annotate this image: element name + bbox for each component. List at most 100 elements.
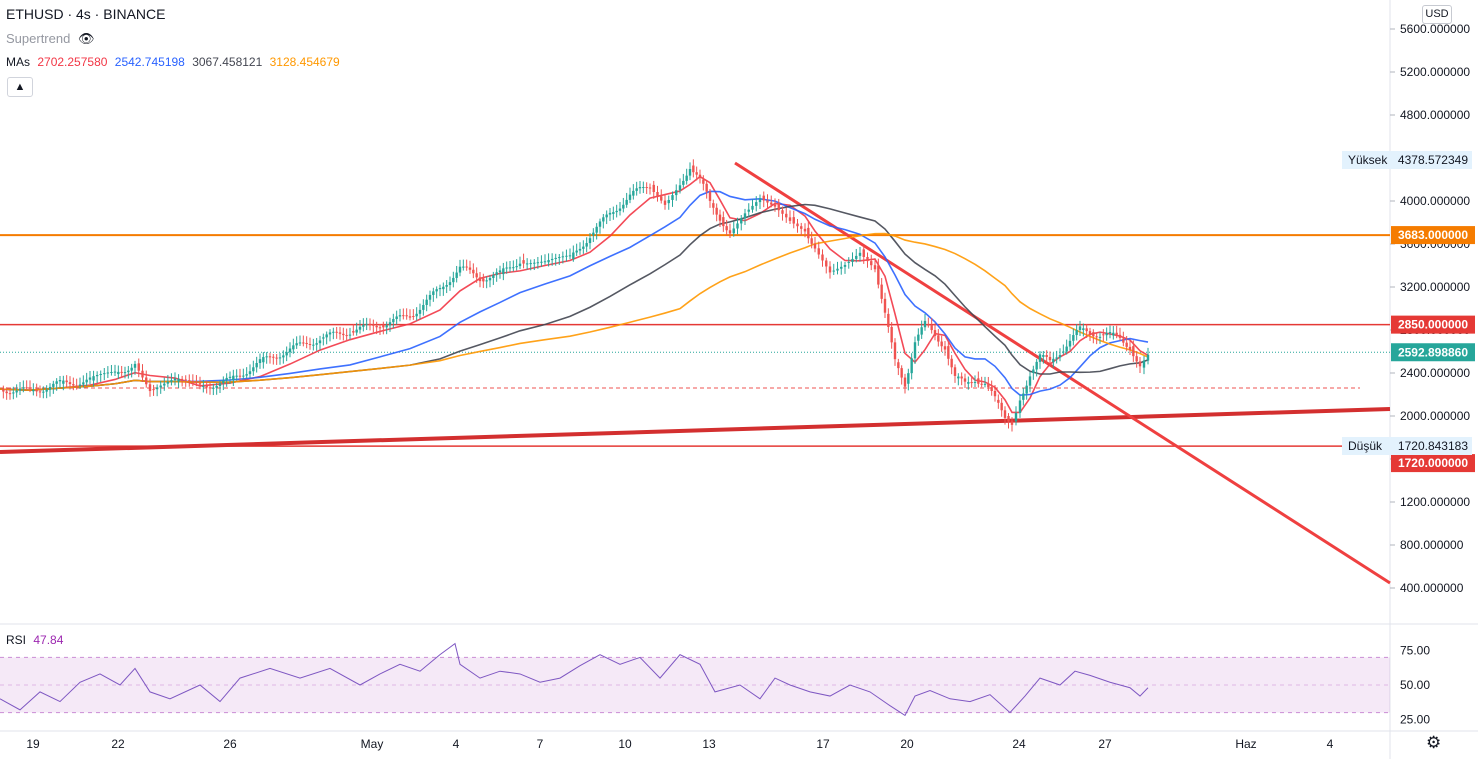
candle-body — [890, 326, 893, 343]
candle-body — [502, 268, 505, 275]
candle-body — [228, 376, 232, 378]
candle-body — [188, 380, 191, 382]
price-tick-label: 5200.000000 — [1400, 65, 1470, 79]
candle-body — [328, 332, 332, 335]
candle-body — [462, 266, 465, 268]
candle-body — [335, 331, 338, 333]
candle-body — [766, 200, 769, 203]
candle-body — [1000, 402, 1003, 411]
candle-body — [315, 343, 318, 345]
candle-body — [893, 342, 897, 360]
candle-body — [983, 383, 987, 385]
candle-body — [368, 323, 372, 325]
candle-body — [177, 378, 180, 382]
candle-body — [1025, 385, 1028, 394]
mas-legend[interactable]: MAs 2702.257580 2542.745198 3067.458121 … — [6, 55, 344, 69]
candle-body — [32, 389, 35, 392]
candle-body — [82, 382, 85, 385]
candle-body — [438, 288, 442, 290]
candle-body — [117, 371, 120, 375]
settings-gear-icon[interactable]: ⚙ — [1426, 733, 1442, 752]
ma-line-black — [0, 203, 1149, 392]
candle-body — [987, 383, 990, 388]
candle-body — [858, 252, 862, 256]
candle-body — [1078, 326, 1082, 331]
candle-body — [106, 372, 110, 374]
candle-body — [695, 172, 698, 175]
last-price-label: 2592.898860 — [1398, 345, 1468, 359]
candle-body — [1108, 332, 1112, 334]
candle-body — [796, 223, 799, 227]
ma-value-4: 3128.454679 — [269, 55, 340, 69]
candle-body — [1010, 421, 1014, 425]
candle-body — [1128, 346, 1132, 350]
candle-body — [1142, 360, 1146, 368]
candle-body — [1032, 369, 1035, 373]
symbol-title[interactable]: ETHUSD · 4s · BINANCE — [6, 6, 166, 22]
candle-body — [515, 266, 518, 268]
currency-button[interactable]: USD — [1422, 5, 1452, 24]
candle-body — [807, 227, 810, 239]
candle-body — [141, 370, 144, 378]
candle-body — [828, 266, 832, 273]
candle-body — [1122, 338, 1125, 343]
candle-body — [618, 208, 622, 211]
candle-body — [412, 316, 415, 318]
time-tick-label: 7 — [537, 737, 544, 751]
candle-body — [28, 387, 32, 389]
candle-body — [887, 313, 890, 327]
supertrend-legend[interactable]: Supertrend 👁 — [6, 31, 94, 47]
candle-body — [1028, 376, 1032, 386]
candle-body — [348, 334, 352, 336]
candle-body — [308, 344, 312, 346]
candle-body — [215, 386, 218, 388]
candle-body — [715, 207, 718, 215]
candle-body — [292, 345, 295, 350]
candle-body — [318, 340, 322, 344]
candle-body — [1072, 335, 1075, 341]
time-tick-label: 20 — [900, 737, 914, 751]
candle-body — [137, 363, 140, 371]
candle-body — [166, 381, 170, 384]
candle-body — [22, 387, 25, 389]
candle-body — [675, 190, 678, 196]
candle-body — [1042, 355, 1045, 357]
candle-body — [130, 367, 133, 371]
candle-body — [803, 228, 807, 232]
candle-body — [625, 199, 628, 205]
candle-body — [248, 371, 252, 375]
candle-body — [405, 315, 408, 317]
candle-body — [813, 243, 817, 249]
candle-body — [518, 263, 522, 267]
candle-body — [505, 267, 508, 269]
price-tick-label: 400.000000 — [1400, 581, 1464, 595]
candle-body — [1138, 361, 1142, 367]
falling-trend-line[interactable] — [734, 161, 1391, 585]
eye-hidden-icon[interactable]: 👁 — [77, 31, 95, 46]
candle-body — [1115, 332, 1118, 335]
candle-body — [608, 212, 612, 215]
candle-body — [492, 275, 495, 278]
candle-body — [671, 195, 674, 200]
candle-body — [529, 263, 532, 265]
candle-body — [930, 324, 933, 331]
rsi-legend[interactable]: RSI 47.84 — [6, 633, 63, 647]
collapse-legend-button[interactable]: ▲ — [7, 77, 33, 97]
candle-body — [8, 393, 12, 395]
low-badge-label: Düşük — [1348, 439, 1383, 453]
candle-body — [897, 362, 900, 369]
candle-body — [832, 270, 835, 272]
candle-body — [1048, 356, 1052, 361]
candle-body — [747, 209, 750, 212]
candle-body — [345, 335, 348, 337]
candle-body — [1095, 336, 1098, 338]
candle-body — [943, 346, 947, 350]
candle-body — [817, 248, 820, 255]
rising-trend-line[interactable] — [0, 407, 1391, 454]
candle-body — [1088, 331, 1092, 335]
candle-body — [718, 214, 722, 221]
candle-body — [788, 217, 792, 221]
candle-body — [472, 269, 475, 274]
candle-body — [851, 258, 854, 262]
